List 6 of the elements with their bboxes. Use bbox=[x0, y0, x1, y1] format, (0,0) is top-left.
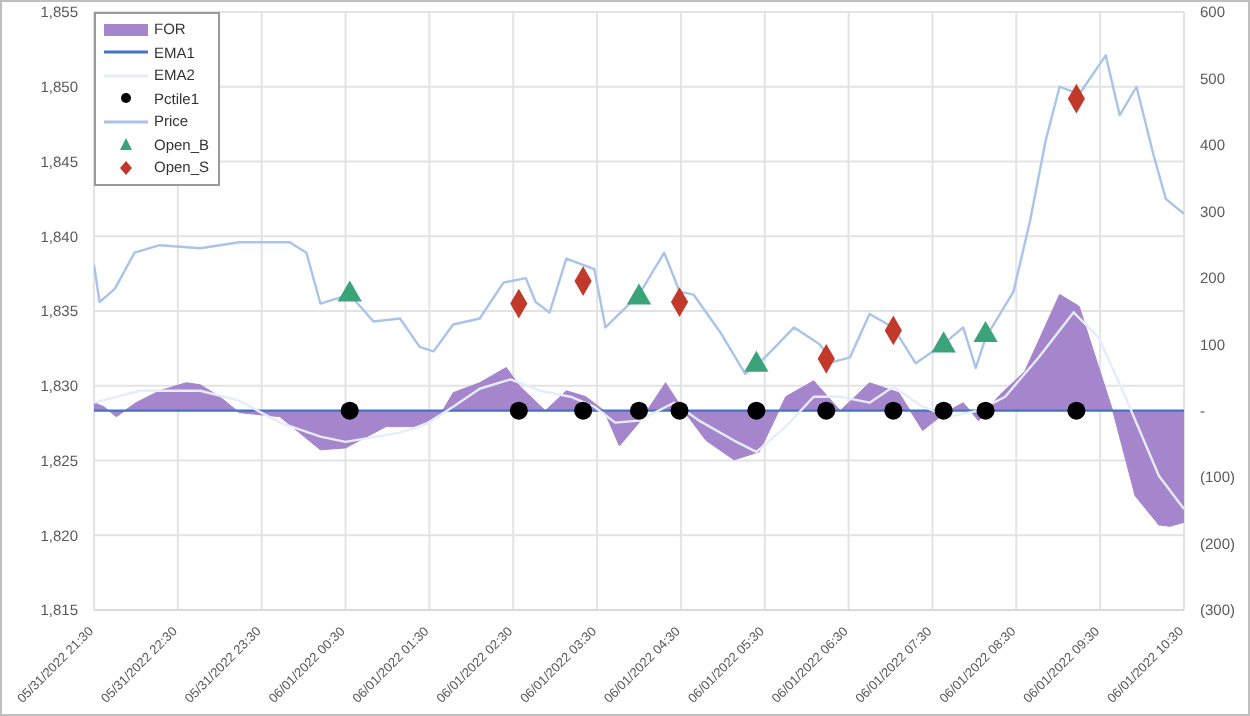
point bbox=[931, 331, 956, 353]
point bbox=[744, 350, 769, 372]
line-series bbox=[94, 54, 1184, 375]
point bbox=[626, 283, 652, 305]
point bbox=[973, 320, 998, 342]
point bbox=[337, 280, 362, 302]
